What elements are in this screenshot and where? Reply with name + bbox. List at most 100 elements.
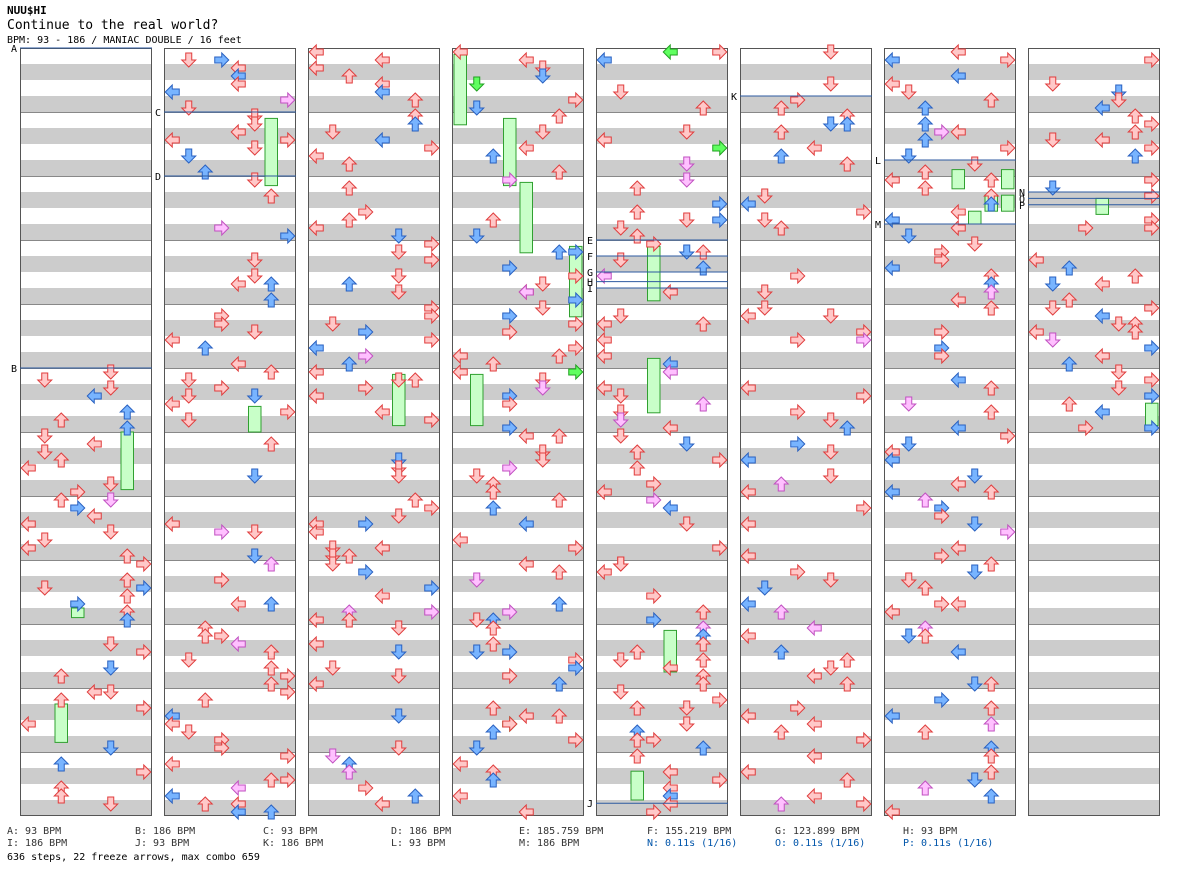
beat-band	[308, 544, 440, 560]
beat-band	[164, 336, 296, 352]
beat-band	[20, 752, 152, 768]
step-arrow	[341, 356, 358, 372]
beat-band	[308, 464, 440, 480]
step-arrow	[612, 220, 629, 236]
beat-band	[740, 656, 872, 672]
beat-band	[1028, 464, 1160, 480]
freeze-arrow	[1001, 194, 1015, 212]
step-arrow	[280, 771, 296, 789]
step-arrow	[712, 195, 728, 213]
beat-band	[596, 64, 728, 80]
beat-band	[596, 784, 728, 800]
step-arrow	[629, 204, 646, 220]
step-arrow	[966, 236, 983, 252]
step-arrow	[884, 171, 900, 189]
step-arrow	[822, 116, 839, 132]
step-arrow	[308, 363, 324, 381]
step-arrow	[856, 499, 872, 517]
step-arrow	[612, 652, 629, 668]
beat-band	[452, 176, 584, 192]
step-arrow	[468, 100, 485, 116]
beat-band	[164, 48, 296, 64]
step-arrow	[180, 52, 197, 68]
beat-band	[164, 224, 296, 240]
step-arrow	[102, 524, 119, 540]
step-arrow	[452, 755, 468, 773]
beat-band	[740, 144, 872, 160]
beat-band	[596, 96, 728, 112]
step-arrow	[695, 636, 712, 652]
beat-band	[1028, 336, 1160, 352]
beat-band	[452, 752, 584, 768]
step-arrow	[358, 347, 374, 365]
step-arrow	[468, 468, 485, 484]
step-arrow	[740, 515, 756, 533]
beat-band	[884, 672, 1016, 688]
beat-band	[596, 464, 728, 480]
step-arrow	[1000, 139, 1016, 157]
beat-band	[1028, 528, 1160, 544]
step-arrow	[1061, 260, 1078, 276]
beat-band	[740, 800, 872, 816]
beat-band	[20, 736, 152, 752]
beat-band	[452, 400, 584, 416]
beat-band	[740, 272, 872, 288]
beat-band	[164, 192, 296, 208]
beat-band	[1028, 512, 1160, 528]
step-arrow	[468, 612, 485, 628]
step-arrow	[900, 436, 917, 452]
beat-band	[884, 336, 1016, 352]
step-arrow	[424, 411, 440, 429]
beat-band	[1028, 64, 1160, 80]
step-arrow	[773, 644, 790, 660]
step-arrow	[390, 644, 407, 660]
bpm-marker-label: D	[155, 172, 161, 183]
beat-band	[740, 416, 872, 432]
step-arrow	[1144, 219, 1160, 237]
beat-band	[1028, 208, 1160, 224]
beat-band	[1028, 80, 1160, 96]
step-arrow	[324, 660, 341, 676]
beat-band	[740, 496, 872, 512]
beat-band	[596, 656, 728, 672]
step-arrow	[197, 692, 214, 708]
step-arrow	[246, 252, 263, 268]
step-arrow	[119, 420, 136, 436]
step-arrow	[1127, 124, 1144, 140]
beat-band	[308, 704, 440, 720]
step-arrow	[136, 763, 152, 781]
step-arrow	[950, 595, 966, 613]
step-arrow	[1000, 51, 1016, 69]
beat-band	[164, 320, 296, 336]
beat-band	[884, 320, 1016, 336]
beat-band	[20, 288, 152, 304]
step-arrow	[374, 587, 390, 605]
step-arrow	[773, 604, 790, 620]
step-arrow	[629, 444, 646, 460]
freeze-arrow	[1095, 197, 1109, 215]
beat-band	[20, 160, 152, 176]
beat-band	[1028, 672, 1160, 688]
step-arrow	[502, 259, 518, 277]
beat-band	[884, 352, 1016, 368]
beat-band	[596, 544, 728, 560]
beat-band	[884, 736, 1016, 752]
beat-band	[452, 368, 584, 384]
beat-band	[596, 224, 728, 240]
beat-band	[308, 240, 440, 256]
beat-band	[884, 544, 1016, 560]
beat-band	[884, 160, 1016, 176]
step-arrow	[424, 603, 440, 621]
beat-band	[164, 416, 296, 432]
beat-band	[20, 688, 152, 704]
step-arrow	[308, 635, 324, 653]
step-arrow	[407, 492, 424, 508]
freeze-arrow	[470, 373, 484, 427]
beat-band	[164, 672, 296, 688]
step-arrow	[740, 451, 756, 469]
beat-band	[164, 784, 296, 800]
step-arrow	[1110, 364, 1127, 380]
step-arrow	[1127, 108, 1144, 124]
step-arrow	[534, 276, 551, 292]
step-arrow	[164, 787, 180, 805]
